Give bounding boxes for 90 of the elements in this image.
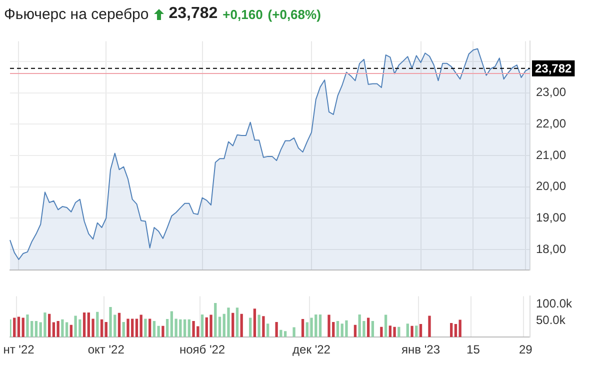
bar bbox=[354, 324, 357, 337]
chart-title: Фьючерс на серебро bbox=[4, 6, 149, 22]
bar bbox=[236, 308, 239, 337]
bar bbox=[152, 321, 156, 337]
bar bbox=[104, 322, 108, 337]
bar bbox=[410, 326, 414, 337]
bar bbox=[118, 312, 121, 337]
bar bbox=[13, 318, 16, 337]
y-tick-label: 22,00 bbox=[536, 116, 566, 130]
bar bbox=[122, 322, 125, 337]
bar bbox=[218, 316, 222, 337]
bar bbox=[166, 319, 169, 337]
bar bbox=[249, 318, 252, 337]
bar bbox=[380, 326, 383, 337]
bar bbox=[44, 312, 46, 337]
y-tick-label: 19,00 bbox=[536, 210, 566, 224]
bar bbox=[17, 316, 20, 337]
bar bbox=[253, 308, 256, 337]
bar bbox=[336, 321, 340, 337]
bar bbox=[214, 303, 217, 337]
y-tick-label: 100.0k bbox=[536, 296, 574, 311]
x-tick-label: 29 bbox=[518, 342, 533, 357]
bar bbox=[328, 314, 330, 337]
bar bbox=[366, 318, 370, 337]
x-tick-label: окт '22 bbox=[88, 342, 125, 357]
bar bbox=[458, 320, 462, 337]
bar bbox=[428, 316, 431, 337]
bar bbox=[292, 327, 296, 337]
bar bbox=[415, 326, 418, 337]
bar bbox=[82, 312, 86, 337]
bar bbox=[148, 318, 152, 337]
bar bbox=[284, 331, 287, 337]
bar bbox=[318, 314, 322, 337]
bar bbox=[61, 319, 64, 337]
bar bbox=[227, 308, 230, 337]
y-tick-label: 21,00 bbox=[536, 148, 566, 162]
y-tick-label: 50.0k bbox=[536, 312, 566, 327]
bar bbox=[262, 316, 265, 337]
bar bbox=[406, 324, 409, 337]
bar bbox=[200, 314, 204, 337]
bar bbox=[192, 321, 195, 337]
bar bbox=[266, 324, 270, 337]
bar bbox=[126, 318, 130, 337]
bar bbox=[280, 330, 282, 337]
bar bbox=[52, 322, 56, 337]
bar bbox=[258, 314, 260, 337]
x-tick-label: дек '22 bbox=[292, 342, 331, 357]
bar bbox=[22, 318, 24, 337]
bar bbox=[371, 321, 374, 337]
bar bbox=[162, 326, 164, 337]
y-tick-label: 18,00 bbox=[536, 242, 566, 256]
bar bbox=[65, 322, 68, 337]
ref-line-label: 23,782 bbox=[535, 62, 572, 76]
bar bbox=[240, 314, 243, 337]
bar bbox=[170, 311, 174, 337]
bar bbox=[48, 314, 51, 337]
bar bbox=[210, 314, 212, 337]
y-tick-label: 20,00 bbox=[536, 179, 566, 194]
bar bbox=[56, 321, 60, 337]
bar bbox=[275, 322, 278, 337]
bar bbox=[301, 319, 304, 337]
bar bbox=[34, 321, 38, 337]
bar bbox=[96, 312, 99, 337]
bar bbox=[70, 324, 73, 337]
x-tick-label: янв '23 bbox=[402, 342, 440, 357]
bar bbox=[183, 319, 186, 337]
text: (+0,68%) bbox=[268, 6, 321, 22]
bar bbox=[100, 319, 104, 337]
bar bbox=[384, 314, 388, 337]
bar bbox=[140, 314, 142, 337]
x-tick-label: нт '22 bbox=[3, 342, 35, 357]
bar bbox=[188, 319, 190, 337]
bar bbox=[135, 318, 138, 337]
bar bbox=[419, 324, 422, 337]
bar bbox=[310, 318, 313, 337]
bar bbox=[26, 314, 29, 337]
bar bbox=[393, 326, 396, 337]
bar bbox=[144, 318, 147, 337]
bar bbox=[232, 312, 234, 337]
bar bbox=[454, 324, 458, 337]
x-tick-label: нояб '22 bbox=[179, 342, 226, 357]
y-tick-label: 23,00 bbox=[536, 85, 566, 100]
x-tick-label: 15 bbox=[466, 342, 480, 357]
bar bbox=[74, 316, 77, 337]
bar bbox=[398, 326, 400, 337]
text: +0,160 bbox=[222, 6, 263, 22]
bar bbox=[345, 320, 348, 337]
text: 23,782 bbox=[168, 5, 218, 23]
bar bbox=[450, 322, 453, 337]
bar bbox=[109, 306, 112, 337]
